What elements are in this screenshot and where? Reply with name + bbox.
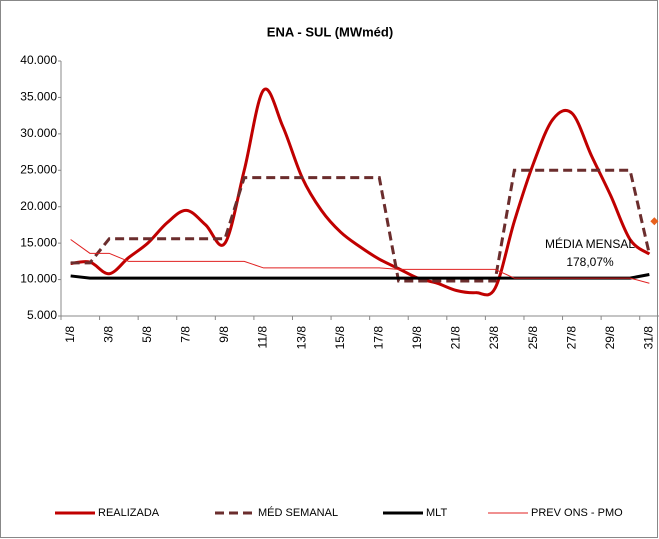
legend-label: MLT (426, 507, 447, 519)
x-tick-label: 15/8 (333, 326, 347, 350)
x-tick-label: 13/8 (294, 326, 308, 350)
annotation-text: 178,07% (566, 255, 614, 269)
y-tick-label: 5.000 (27, 308, 57, 322)
x-tick-label: 31/8 (642, 326, 656, 350)
x-tick-label: 23/8 (487, 326, 501, 350)
x-tick-label: 9/8 (217, 326, 231, 343)
y-tick-label: 25.000 (20, 162, 57, 176)
annotation-text: MÉDIA MENSAL (545, 236, 635, 251)
y-tick-label: 30.000 (20, 126, 57, 140)
series-line (70, 87, 651, 297)
x-tick-label: 27/8 (564, 326, 578, 350)
legend-label: MÉD SEMANAL (258, 506, 338, 519)
y-tick-label: 10.000 (20, 272, 57, 286)
legend-label: REALIZADA (98, 507, 160, 519)
series-line (70, 168, 651, 283)
x-tick-label: 1/8 (63, 326, 77, 343)
y-tick-label: 20.000 (20, 199, 57, 213)
series-line (70, 239, 650, 284)
y-tick-label: 35.000 (20, 90, 57, 104)
x-tick-label: 5/8 (140, 326, 154, 343)
chart-title: ENA - SUL (MWméd) (267, 24, 393, 39)
x-tick-label: 7/8 (179, 326, 193, 343)
x-tick-label: 25/8 (526, 326, 540, 350)
x-tick-label: 21/8 (449, 326, 463, 350)
annotation-marker (650, 217, 659, 226)
y-tick-label: 15.000 (20, 235, 57, 249)
x-tick-label: 17/8 (371, 326, 385, 350)
x-tick-label: 29/8 (603, 326, 617, 350)
y-tick-label: 40.000 (20, 53, 57, 67)
x-tick-label: 11/8 (256, 326, 270, 349)
legend-label: PREV ONS - PMO (531, 507, 623, 519)
x-tick-label: 3/8 (101, 326, 115, 343)
x-tick-label: 19/8 (410, 326, 424, 350)
